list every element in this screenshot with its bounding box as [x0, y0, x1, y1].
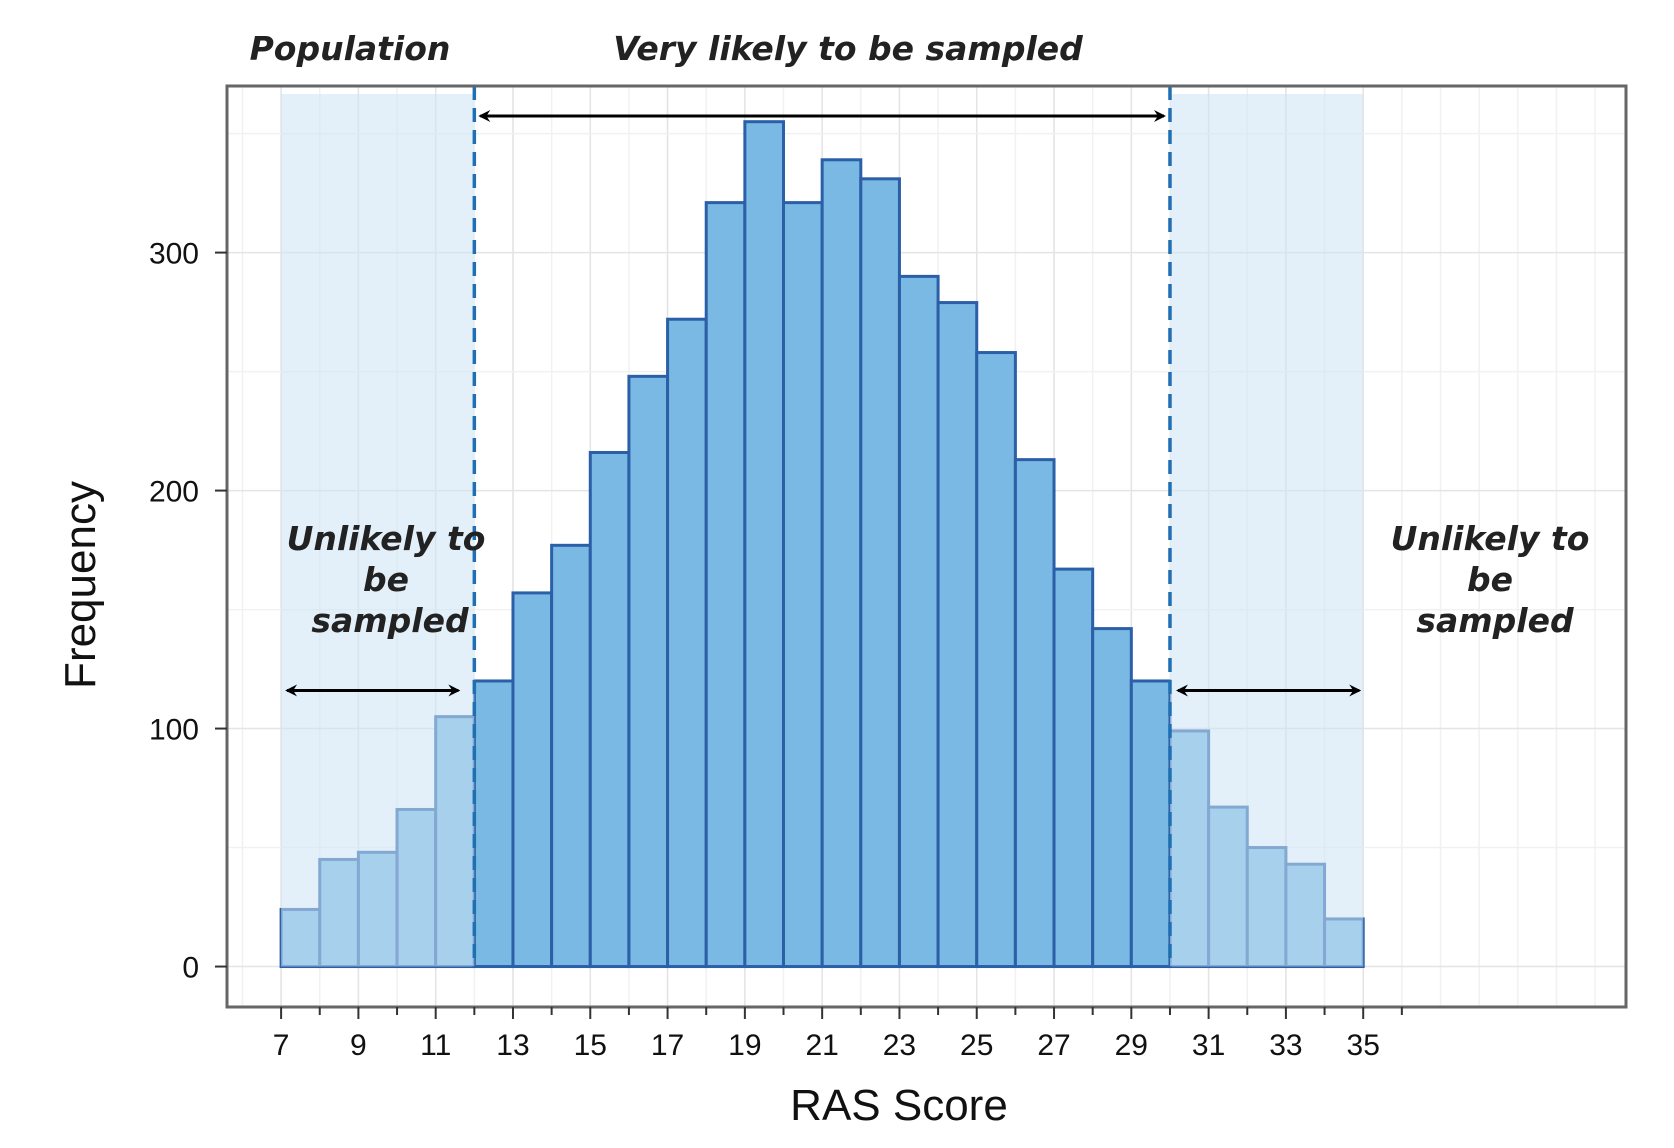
x-tick-label: 23 [883, 1029, 916, 1062]
x-tick-label: 27 [1037, 1029, 1070, 1062]
unlikely-right-line-2: be [1467, 560, 1513, 599]
unlikely-left-line-3: sampled [311, 601, 469, 640]
histogram-bar [1052, 567, 1095, 969]
histogram-bar [1091, 627, 1133, 969]
x-tick-label: 19 [728, 1029, 761, 1062]
x-tick-label: 7 [273, 1029, 290, 1062]
histogram-bar [897, 274, 940, 969]
x-tick-label: 31 [1192, 1029, 1225, 1062]
histogram-bar [627, 374, 670, 969]
y-axis-ticks: 0 100 200 300 [149, 238, 227, 985]
plot-frame [225, 84, 1628, 1009]
unlikely-left-line-1: Unlikely to [287, 519, 486, 558]
x-axis-ticks: 7 9 11 13 15 17 19 21 23 25 27 29 31 33 35 [273, 1007, 1403, 1062]
unlikely-right-line-3: sampled [1416, 601, 1574, 640]
x-tick-label: 25 [960, 1029, 993, 1062]
x-tick-label: 11 [420, 1029, 451, 1062]
histogram-bar [859, 177, 901, 969]
shaded-overlay [281, 94, 1364, 967]
population-annotation: Population [250, 29, 451, 68]
histogram-bar [704, 201, 747, 969]
histogram-bar [550, 543, 592, 969]
unlikely-right-line-1: Unlikely to [1391, 519, 1590, 558]
histogram-bar [1129, 679, 1172, 969]
histogram-bar [588, 450, 631, 969]
x-tick-label: 33 [1269, 1029, 1302, 1062]
unlikely-left-line-2: be [363, 560, 409, 599]
histogram-bar [1013, 458, 1056, 969]
histogram-bar [975, 351, 1017, 969]
y-tick-label: 0 [182, 952, 199, 985]
histogram-bar [743, 120, 786, 969]
histogram-bar [666, 317, 708, 969]
histogram-bar [936, 301, 979, 969]
histogram-bar [820, 158, 863, 969]
y-axis-title: Frequency [56, 481, 105, 689]
unlikely-right-annotation: Unlikely to be sampled [1391, 519, 1590, 640]
x-axis-title: RAS Score [790, 1081, 1008, 1130]
y-tick-label: 300 [149, 238, 199, 271]
histogram-bar [472, 679, 515, 969]
cutoff-lines [472, 86, 1172, 967]
y-tick-label: 200 [149, 476, 199, 509]
x-tick-label: 35 [1347, 1029, 1380, 1062]
y-tick-label: 100 [149, 714, 199, 747]
x-tick-label: 29 [1115, 1029, 1148, 1062]
shaded-region [1169, 94, 1364, 967]
x-tick-label: 9 [350, 1029, 367, 1062]
x-tick-label: 13 [496, 1029, 529, 1062]
range-arrows [285, 110, 1362, 697]
x-tick-label: 15 [574, 1029, 607, 1062]
x-tick-label: 17 [651, 1029, 684, 1062]
plot-border [225, 84, 1628, 1009]
unlikely-left-annotation: Unlikely to be sampled [287, 519, 486, 640]
x-tick-label: 21 [805, 1029, 838, 1062]
shaded-region [281, 94, 475, 967]
histogram-bar [782, 201, 824, 969]
histogram-bar [511, 591, 554, 969]
very-likely-annotation: Very likely to be sampled [613, 29, 1083, 68]
